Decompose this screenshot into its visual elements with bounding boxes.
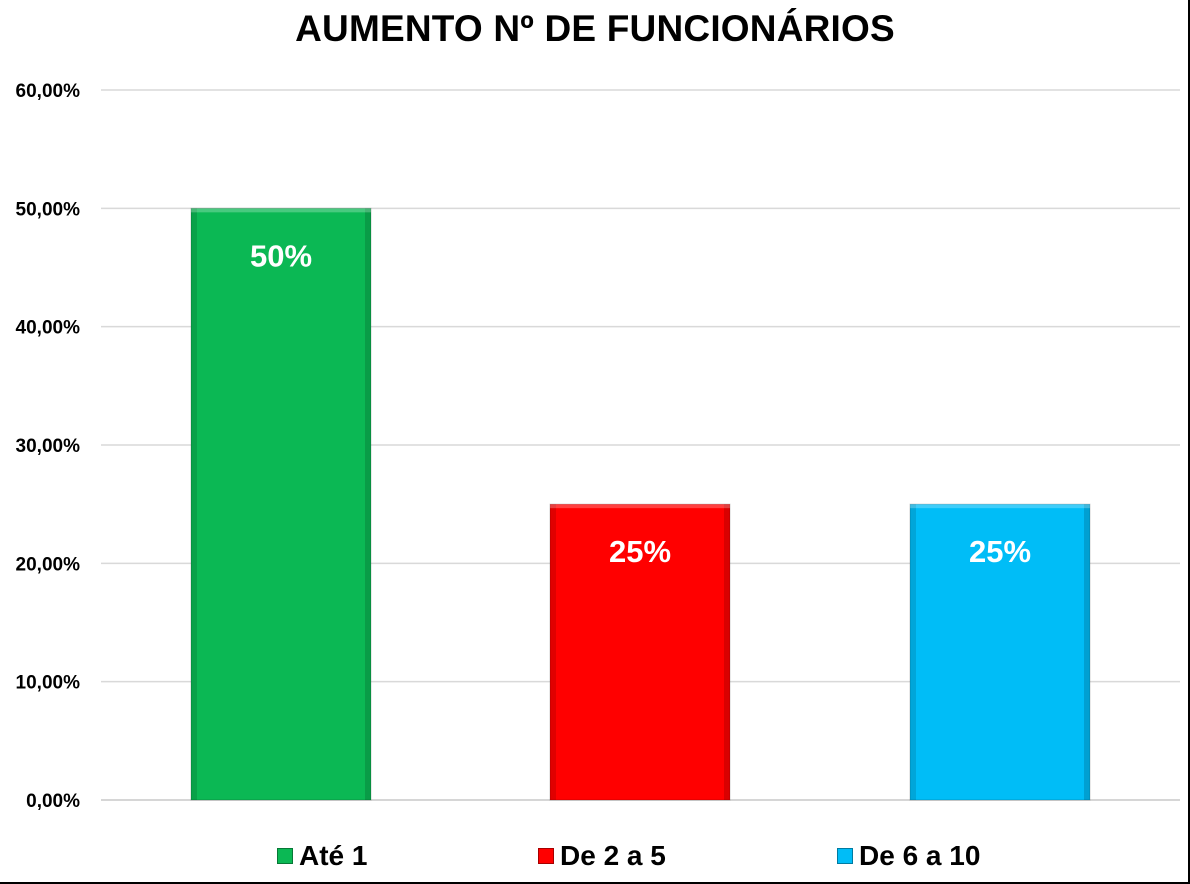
bar-edge-shade	[191, 208, 197, 801]
bar-top-highlight	[191, 208, 371, 213]
data-label: 25%	[969, 534, 1031, 569]
bar-edge-shade	[365, 208, 371, 801]
legend-item-de-6-a-10: De 6 a 10	[837, 840, 980, 872]
data-label: 25%	[609, 534, 671, 569]
bar	[190, 207, 372, 801]
y-tick-label: 20,00%	[16, 554, 81, 575]
y-tick-label: 60,00%	[16, 81, 81, 102]
legend-label: De 2 a 5	[560, 840, 666, 871]
bar-edge-shade	[910, 504, 916, 800]
legend-item-ate-1: Até 1	[277, 840, 367, 872]
bar-top-highlight	[550, 504, 730, 509]
legend-swatch-blue	[837, 848, 853, 864]
chart-title: AUMENTO Nº DE FUNCIONÁRIOS	[295, 8, 895, 49]
legend: Até 1 De 2 a 5 De 6 a 10	[0, 840, 1190, 880]
y-tick-label: 50,00%	[16, 199, 81, 220]
bar-edge-shade	[550, 504, 556, 800]
y-tick-label: 10,00%	[16, 673, 81, 694]
bar	[909, 503, 1091, 801]
legend-item-de-2-a-5: De 2 a 5	[538, 840, 666, 872]
legend-swatch-green	[277, 848, 293, 864]
data-label: 50%	[250, 238, 312, 273]
bar-edge-shade	[1084, 504, 1090, 800]
bar	[549, 503, 731, 801]
y-tick-label: 30,00%	[16, 436, 81, 457]
bar-top-highlight	[910, 504, 1090, 509]
y-tick-label: 0,00%	[26, 791, 80, 812]
y-tick-label: 40,00%	[16, 318, 81, 339]
bar-edge-shade	[724, 504, 730, 800]
legend-label: Até 1	[299, 840, 368, 871]
legend-swatch-red	[538, 848, 554, 864]
legend-label: De 6 a 10	[859, 840, 981, 871]
